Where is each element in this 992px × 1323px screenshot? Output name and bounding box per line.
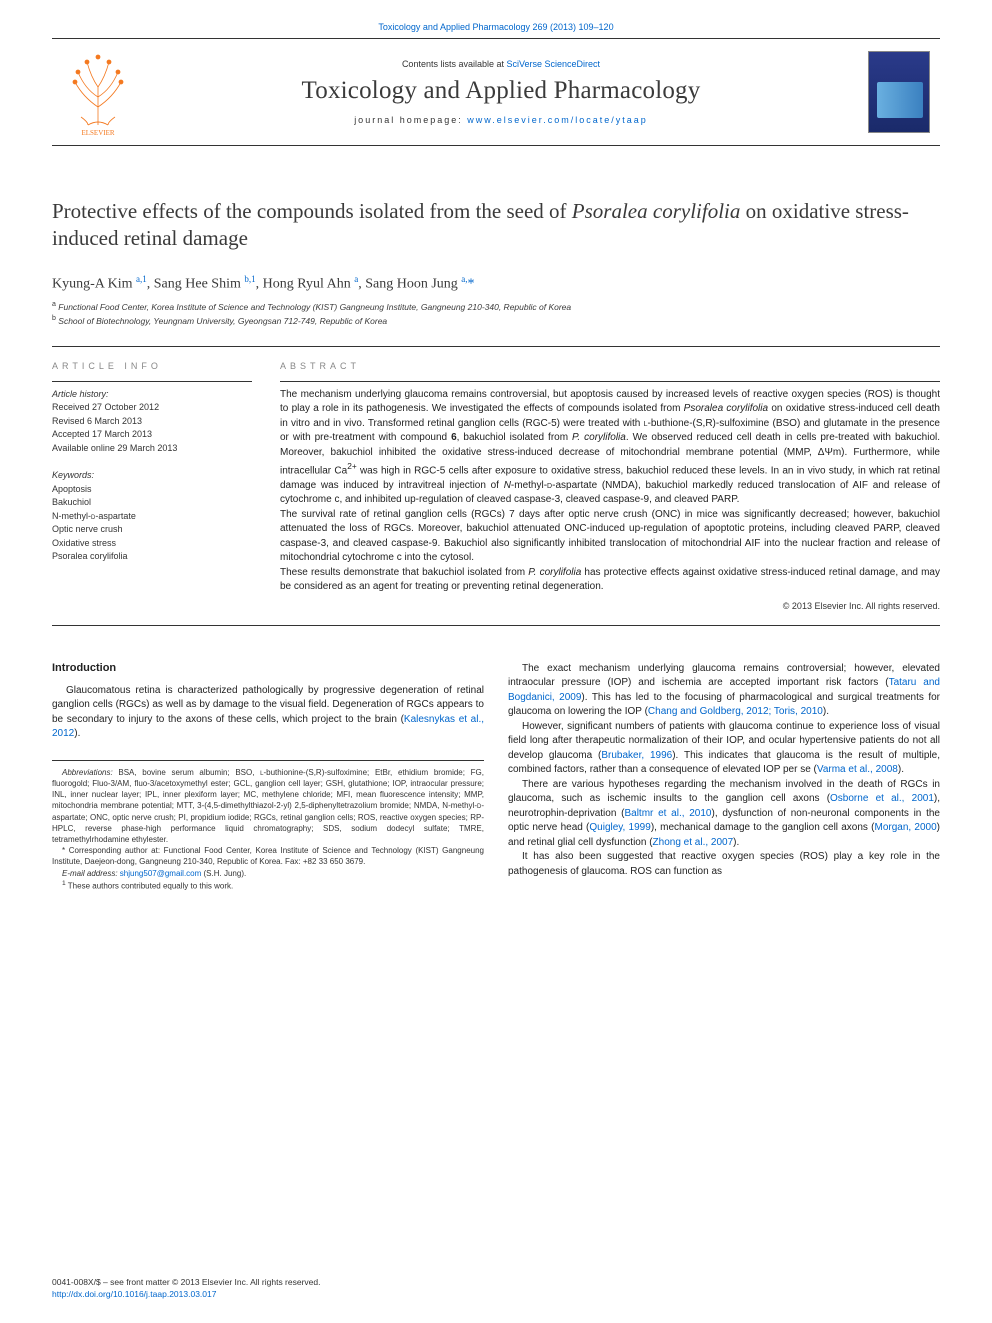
intro-right-p4: It has also been suggested that reactive… <box>508 850 940 879</box>
journal-banner: ELSEVIER Contents lists available at Sci… <box>0 38 992 146</box>
affiliation-a: a Functional Food Center, Korea Institut… <box>52 300 940 314</box>
history-revised: Revised 6 March 2013 <box>52 415 252 429</box>
abstract-p2: The survival rate of retinal ganglion ce… <box>280 508 940 566</box>
journal-name: Toxicology and Applied Pharmacology <box>302 77 701 105</box>
email-link[interactable]: shjung507@gmail.com <box>120 869 202 878</box>
publisher-logo: ELSEVIER <box>52 39 144 145</box>
sciverse-link[interactable]: SciVerse ScienceDirect <box>507 59 601 69</box>
intro-right-p3: There are various hypotheses regarding t… <box>508 778 940 851</box>
article-info-column: ARTICLE INFO Article history: Received 2… <box>52 361 252 611</box>
contents-line: Contents lists available at SciVerse Sci… <box>402 59 600 69</box>
history-accepted: Accepted 17 March 2013 <box>52 428 252 442</box>
keyword: Optic nerve crush <box>52 523 252 537</box>
homepage-line: journal homepage: www.elsevier.com/locat… <box>354 115 648 125</box>
keyword: Psoralea corylifolia <box>52 550 252 564</box>
history-received: Received 27 October 2012 <box>52 401 252 415</box>
keyword: Oxidative stress <box>52 537 252 551</box>
intro-left-p1: Glaucomatous retina is characterized pat… <box>52 684 484 742</box>
title-species: Psoralea corylifolia <box>572 199 741 223</box>
intro-right-p1: The exact mechanism underlying glaucoma … <box>508 662 940 720</box>
article-history: Article history: Received 27 October 201… <box>52 388 252 456</box>
footer-line1: 0041-008X/$ – see front matter © 2013 El… <box>52 1277 321 1289</box>
body-right-column: The exact mechanism underlying glaucoma … <box>508 662 940 892</box>
body-left-column: Introduction Glaucomatous retina is char… <box>52 662 484 892</box>
footnotes: Abbreviations: BSA, bovine serum albumin… <box>52 760 484 892</box>
keyword: Apoptosis <box>52 483 252 497</box>
article-title: Protective effects of the compounds isol… <box>52 198 940 252</box>
page-footer: 0041-008X/$ – see front matter © 2013 El… <box>52 1277 321 1301</box>
svg-text:ELSEVIER: ELSEVIER <box>81 129 114 137</box>
abstract-p1: The mechanism underlying glaucoma remain… <box>280 388 940 508</box>
elsevier-tree-icon: ELSEVIER <box>63 47 133 137</box>
running-head-link[interactable]: Toxicology and Applied Pharmacology 269 … <box>378 22 613 32</box>
introduction-heading: Introduction <box>52 662 484 674</box>
homepage-link[interactable]: www.elsevier.com/locate/ytaap <box>467 115 648 125</box>
email-footnote: E-mail address: shjung507@gmail.com (S.H… <box>52 868 484 879</box>
author-list: Kyung-A Kim a,1, Sang Hee Shim b,1, Hong… <box>52 274 940 293</box>
history-online: Available online 29 March 2013 <box>52 442 252 456</box>
keyword: N-methyl-d-aspartate <box>52 510 252 524</box>
history-label: Article history: <box>52 388 252 402</box>
abstract-p3: These results demonstrate that bakuchiol… <box>280 566 940 595</box>
cover-thumbnail <box>858 39 940 145</box>
article-info-head: ARTICLE INFO <box>52 361 252 371</box>
affiliation-b: b School of Biotechnology, Yeungnam Univ… <box>52 314 940 328</box>
title-pre: Protective effects of the compounds isol… <box>52 199 572 223</box>
running-head: Toxicology and Applied Pharmacology 269 … <box>0 0 992 38</box>
abbreviations-footnote: Abbreviations: BSA, bovine serum albumin… <box>52 767 484 845</box>
doi-link[interactable]: http://dx.doi.org/10.1016/j.taap.2013.03… <box>52 1289 216 1299</box>
abstract-column: ABSTRACT The mechanism underlying glauco… <box>280 361 940 611</box>
abstract-head: ABSTRACT <box>280 361 940 371</box>
contents-prefix: Contents lists available at <box>402 59 507 69</box>
homepage-label: journal homepage: <box>354 115 467 125</box>
corresponding-footnote: * Corresponding author at: Functional Fo… <box>52 845 484 867</box>
keywords-label: Keywords: <box>52 469 252 483</box>
keyword: Bakuchiol <box>52 496 252 510</box>
intro-right-p2: However, significant numbers of patients… <box>508 720 940 778</box>
abstract-copyright: © 2013 Elsevier Inc. All rights reserved… <box>280 601 940 611</box>
keywords-block: Keywords: Apoptosis Bakuchiol N-methyl-d… <box>52 469 252 564</box>
equal-contrib-footnote: 1 These authors contributed equally to t… <box>52 879 484 892</box>
